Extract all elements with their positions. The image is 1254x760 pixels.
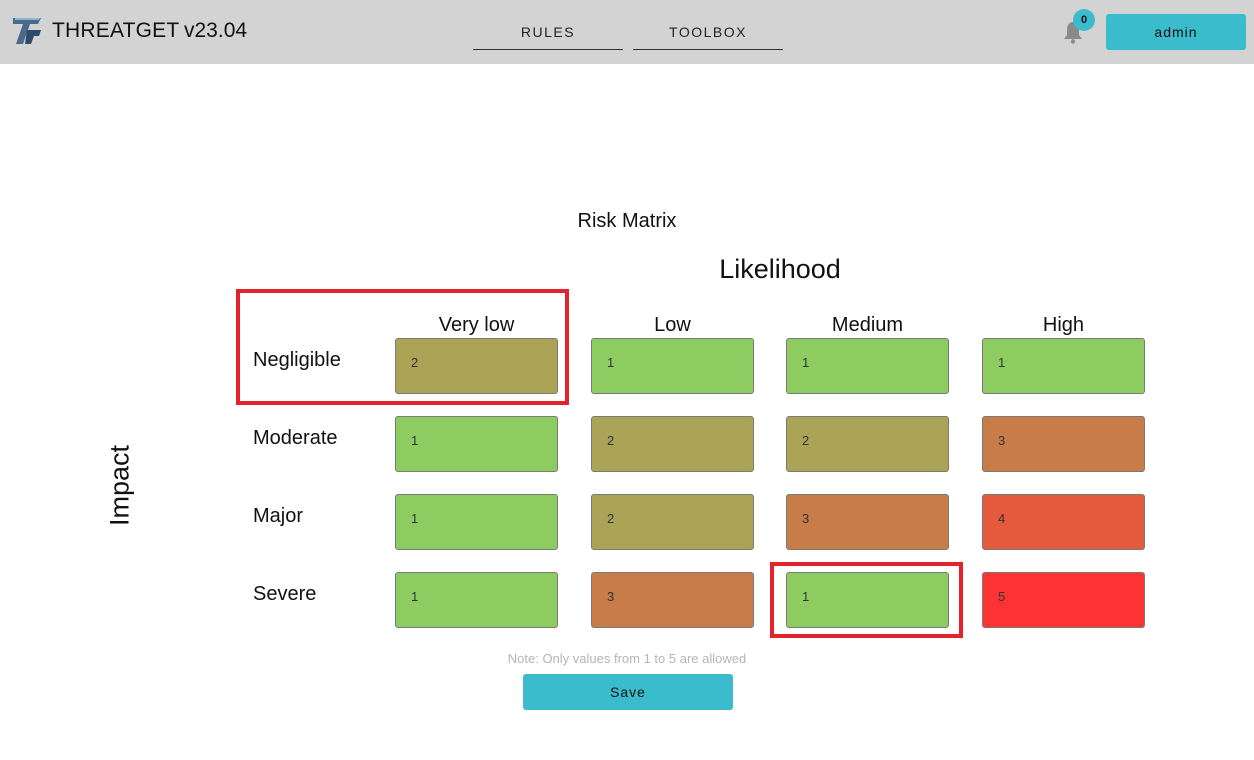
row-header-severe: Severe	[253, 583, 317, 605]
risk-cell-moderate-low[interactable]: 2	[591, 416, 754, 472]
risk-cell-major-medium[interactable]: 3	[786, 494, 949, 550]
column-header-medium: Medium	[831, 314, 904, 336]
risk-cell-moderate-medium[interactable]: 2	[786, 416, 949, 472]
column-header-very-low: Very low	[438, 314, 515, 336]
app-version: v23.04	[184, 19, 248, 42]
risk-cell-moderate-very-low[interactable]: 1	[395, 416, 558, 472]
risk-matrix-title: Risk Matrix	[577, 210, 677, 232]
risk-cell-major-very-low[interactable]: 1	[395, 494, 558, 550]
column-header-low: Low	[654, 314, 691, 336]
risk-cell-severe-very-low[interactable]: 1	[395, 572, 558, 628]
risk-cell-negligible-high[interactable]: 1	[982, 338, 1145, 394]
likelihood-axis-label: Likelihood	[719, 254, 841, 284]
risk-cell-major-low[interactable]: 2	[591, 494, 754, 550]
row-header-moderate: Moderate	[253, 427, 338, 449]
row-header-negligible: Negligible	[253, 349, 341, 371]
nav-toolbox-tab[interactable]: TOOLBOX	[633, 20, 783, 50]
risk-cell-negligible-medium[interactable]: 1	[786, 338, 949, 394]
save-button[interactable]: Save	[523, 674, 733, 710]
risk-cell-negligible-low[interactable]: 1	[591, 338, 754, 394]
allowed-values-note: Note: Only values from 1 to 5 are allowe…	[507, 651, 747, 666]
risk-cell-major-high[interactable]: 4	[982, 494, 1145, 550]
notification-count-badge: 0	[1073, 9, 1095, 31]
top-navigation-bar: THREATGET v23.04 RULES TOOLBOX 0 admin	[0, 0, 1254, 64]
user-menu-button[interactable]: admin	[1106, 14, 1246, 50]
impact-axis-label: Impact	[104, 444, 135, 527]
risk-cell-severe-medium[interactable]: 1	[786, 572, 949, 628]
app-name: THREATGET	[52, 19, 180, 42]
threatget-logo-icon	[13, 18, 41, 44]
row-header-major: Major	[253, 505, 304, 527]
risk-cell-moderate-high[interactable]: 3	[982, 416, 1145, 472]
risk-cell-negligible-very-low[interactable]: 2	[395, 338, 558, 394]
risk-cell-severe-high[interactable]: 5	[982, 572, 1145, 628]
nav-rules-tab[interactable]: RULES	[473, 20, 623, 50]
risk-cell-severe-low[interactable]: 3	[591, 572, 754, 628]
column-header-high: High	[1042, 314, 1085, 336]
